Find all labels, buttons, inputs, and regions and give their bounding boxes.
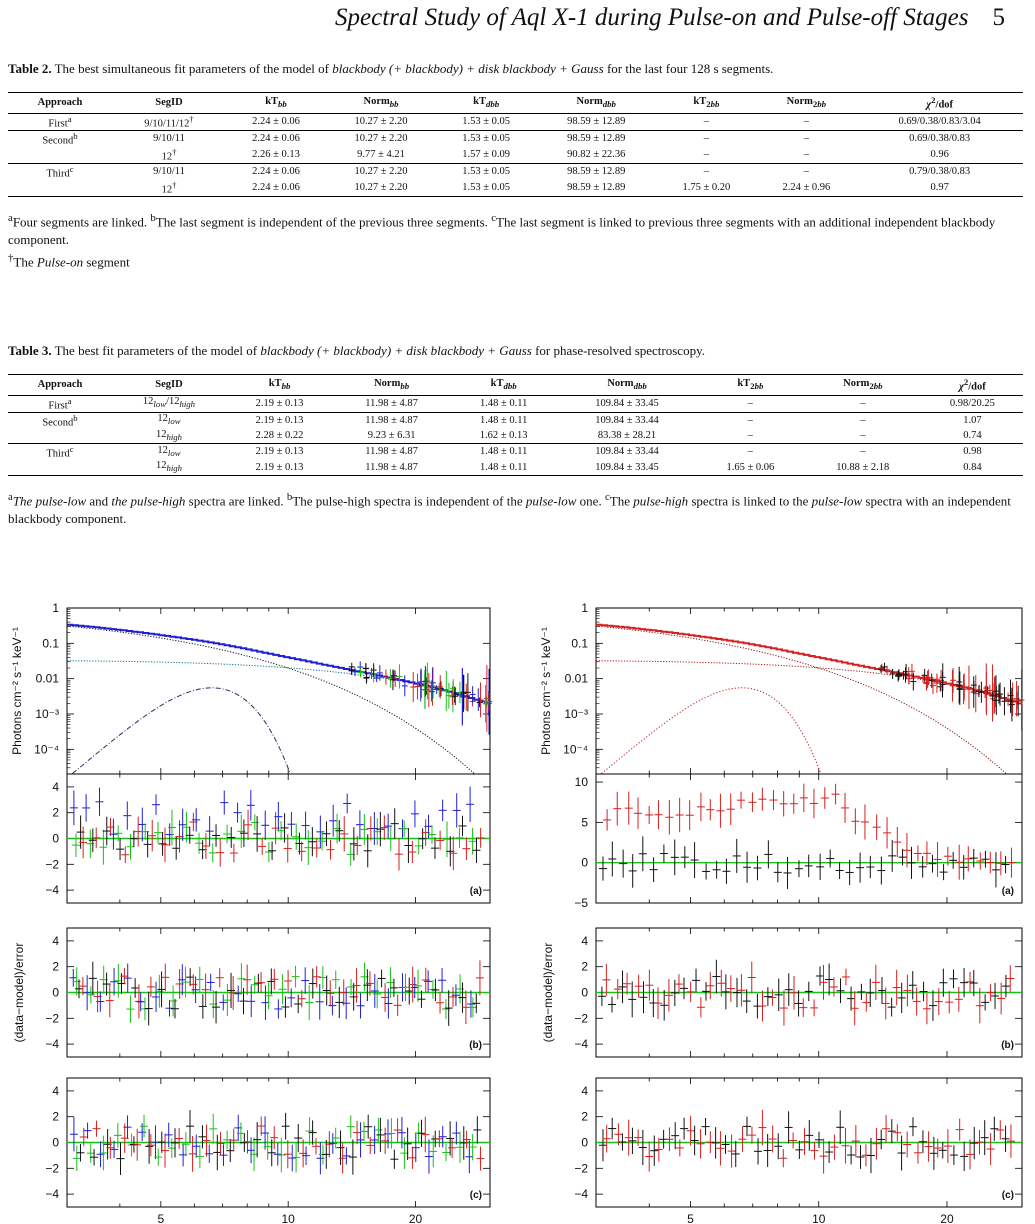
table-row: 12high 2.28 ± 0.22 9.23 ± 6.31 1.62 ± 0.13 8… xyxy=(155,428,982,442)
y-axis-label: (data−model)/error xyxy=(541,943,555,1043)
y-tick-label: −2 xyxy=(45,857,59,871)
y-tick-label: 4 xyxy=(52,780,59,794)
y-tick-label: 10⁻⁴ xyxy=(563,742,588,756)
table-header-row: Approach SegID kTbb Normbb kTdbb Normdbb kT… xyxy=(8,92,1023,114)
y-tick-label: −2 xyxy=(574,1161,588,1175)
gauss-component xyxy=(72,687,291,774)
y-tick-label: 2 xyxy=(581,960,588,974)
running-header: Spectral Study of Aql X-1 during Pulse-o… xyxy=(0,0,1005,40)
table-2: Approach SegID kTbb Normbb kTdbb Normdbb kT… xyxy=(8,92,1023,197)
y-tick-label: −2 xyxy=(574,1011,588,1025)
blackbody-component xyxy=(66,625,475,775)
y-tick-label: 2 xyxy=(52,960,59,974)
y-tick-label: 10⁻⁴ xyxy=(34,742,59,756)
y-tick-label: 0 xyxy=(581,856,588,870)
y-tick-label: −5 xyxy=(574,896,588,910)
y-tick-label: 2 xyxy=(581,1110,588,1124)
plot-frame xyxy=(595,773,1023,904)
x-tick-label: 5 xyxy=(687,1212,694,1224)
table-row: 12† 2.26 ± 0.13 9.77 ± 4.21 1.57 ± 0.09 90.8… xyxy=(161,146,949,163)
y-tick-label: 1 xyxy=(581,601,588,615)
table-row: 12high 2.19 ± 0.13 11.98 ± 4.87 1.48 ± 0.11… xyxy=(8,460,1023,476)
running-title: Spectral Study of Aql X-1 during Pulse-o… xyxy=(335,4,969,31)
table-header-row: Approach SegID kTbb Normbb kTdbb Normdbb kT… xyxy=(8,374,1023,396)
table-3: Approach SegID kTbb Normbb kTdbb Normdbb kT… xyxy=(8,374,1023,476)
table-row: Secondb 9/10/11 2.24 ± 0.06 10.27 ± 2.20 1.5… xyxy=(8,129,1023,147)
y-tick-label: 0 xyxy=(581,986,588,1000)
y-tick-label: 0 xyxy=(52,832,59,846)
y-tick-label: −4 xyxy=(574,1187,588,1201)
table-row: Thirdc 12low 2.19 ± 0.13 11.98 ± 4.87 1.48 ±… xyxy=(8,443,1023,461)
y-tick-label: 5 xyxy=(581,815,588,829)
table-row: 12† 2.24 ± 0.06 10.27 ± 2.20 1.53 ± 0.05 98.… xyxy=(8,179,1023,197)
y-tick-label: 1 xyxy=(52,601,59,615)
y-tick-label: 0 xyxy=(52,1136,59,1150)
y-tick-label: 4 xyxy=(52,934,59,948)
table-3-block: Table 3. The best fit parameters of the … xyxy=(8,342,1023,528)
y-tick-label: −4 xyxy=(45,1187,59,1201)
panel-label: (b) xyxy=(469,1040,482,1051)
y-tick-label: −4 xyxy=(45,883,59,897)
table-row: Secondb 12low 2.19 ± 0.13 11.98 ± 4.87 1.48 … xyxy=(8,411,1023,429)
panel-label: (a) xyxy=(1002,886,1014,897)
y-axis-label: (data−model)/error xyxy=(12,943,26,1043)
y-tick-label: 10⁻³ xyxy=(564,707,588,721)
table-2-notes: aFour segments are linked. bThe last seg… xyxy=(8,211,996,270)
table-3-caption: Table 3. The best fit parameters of the … xyxy=(8,343,705,358)
panel-label: (c) xyxy=(470,1190,482,1201)
y-tick-label: 4 xyxy=(581,1084,588,1098)
disk-blackbody-component xyxy=(67,660,490,705)
y-tick-label: 0.01 xyxy=(565,672,589,686)
table-2-block: Table 2. The best simultaneous fit param… xyxy=(8,60,1023,271)
y-tick-label: −2 xyxy=(45,1161,59,1175)
y-axis-label: Photons cm⁻² s⁻¹ keV⁻¹ xyxy=(539,627,553,755)
y-tick-label: −4 xyxy=(45,1037,59,1051)
plot-frame xyxy=(595,607,1023,775)
page-number: 5 xyxy=(992,4,1006,31)
table-2-caption: Table 2. The best simultaneous fit param… xyxy=(8,61,774,76)
y-tick-label: −2 xyxy=(45,1011,59,1025)
x-tick-label: 10 xyxy=(812,1212,826,1224)
y-tick-label: 2 xyxy=(52,806,59,820)
panel-label: (a) xyxy=(470,886,482,897)
table-row: Thirdc 9/10/11 2.24 ± 0.06 10.27 ± 2.20 1.53… xyxy=(8,162,1023,180)
disk-blackbody-component xyxy=(596,660,1022,705)
x-tick-label: 20 xyxy=(409,1212,423,1224)
y-tick-label: 0.1 xyxy=(571,636,588,650)
y-tick-label: 0 xyxy=(581,1136,588,1150)
y-tick-label: 4 xyxy=(581,934,588,948)
y-tick-label: 0.01 xyxy=(36,672,60,686)
y-tick-label: 10⁻³ xyxy=(35,707,59,721)
table-row: Firsta 9/10/11/12† 2.24 ± 0.06 10.27 ± 2.20… xyxy=(8,112,1023,130)
x-tick-label: 20 xyxy=(940,1212,954,1224)
y-tick-label: 0 xyxy=(52,986,59,1000)
y-tick-label: −4 xyxy=(574,1037,588,1051)
table-3-notes: aThe pulse-low and the pulse-high spectr… xyxy=(8,490,1011,527)
y-tick-label: 10 xyxy=(575,775,589,789)
gauss-component xyxy=(601,687,822,774)
y-tick-label: 4 xyxy=(52,1084,59,1098)
model-histogram xyxy=(596,623,1023,705)
panel-label: (b) xyxy=(1001,1040,1014,1051)
x-tick-label: 10 xyxy=(281,1212,295,1224)
blackbody-component xyxy=(595,625,1007,775)
panel-label: (c) xyxy=(1002,1190,1014,1201)
x-tick-label: 5 xyxy=(157,1212,164,1224)
y-tick-label: 2 xyxy=(52,1110,59,1124)
y-tick-label: 0.1 xyxy=(42,636,59,650)
y-axis-label: Photons cm⁻² s⁻¹ keV⁻¹ xyxy=(10,627,24,755)
table-row: Firsta 12low/12high 2.19 ± 0.13 11.98 ± 4.8… xyxy=(8,394,1023,412)
